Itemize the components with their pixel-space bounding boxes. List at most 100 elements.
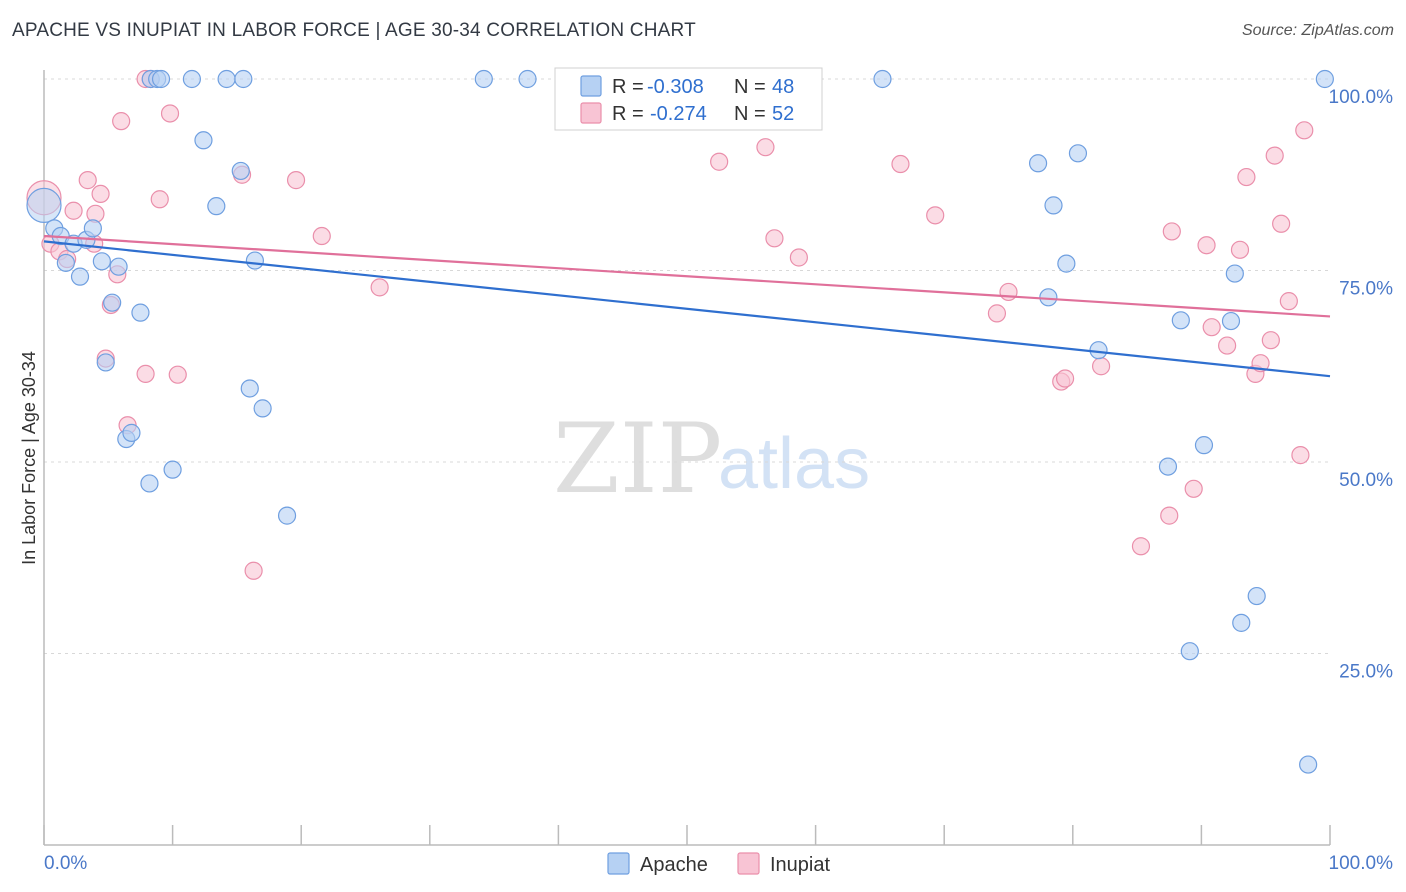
watermark-zip: ZIP — [553, 403, 722, 515]
y-tick-label: 75.0% — [1339, 279, 1393, 300]
apache-n-value: 48 — [772, 76, 794, 98]
inupiat-point — [1162, 222, 1181, 241]
apache-stat-swatch — [580, 75, 602, 97]
inupiat-point — [244, 561, 263, 580]
x-tick-label-min: 0.0% — [44, 853, 87, 874]
inupiat-n-label: N = — [734, 103, 766, 125]
apache-point — [56, 253, 75, 272]
inupiat-legend-label: Inupiat — [770, 854, 830, 876]
inupiat-point — [1272, 214, 1291, 233]
apache-point — [518, 69, 537, 89]
inupiat-r-value: -0.274 — [650, 103, 707, 125]
inupiat-point — [1197, 236, 1216, 255]
apache-point — [1221, 311, 1241, 331]
inupiat-point — [78, 171, 97, 190]
apache-point — [1225, 264, 1244, 283]
apache-point — [1158, 457, 1178, 476]
y-tick-labels: 25.0% 50.0% 75.0% 100.0% — [1329, 87, 1394, 683]
apache-point — [1089, 341, 1108, 360]
apache-point — [83, 219, 102, 238]
apache-point — [1194, 436, 1214, 455]
inupiat-point — [891, 154, 910, 174]
inupiat-point — [112, 112, 131, 131]
x-axis-ticks — [43, 825, 1331, 845]
inupiat-point — [1091, 357, 1111, 376]
apache-legend-label: Apache — [640, 854, 708, 876]
inupiat-point — [926, 206, 945, 225]
apache-series — [26, 69, 1334, 774]
inupiat-point — [1230, 240, 1250, 259]
inupiat-point — [1265, 146, 1284, 165]
apache-point — [109, 257, 128, 276]
series-legend: Apache Inupiat — [607, 852, 830, 876]
apache-point — [1057, 254, 1076, 273]
inupiat-point — [1055, 369, 1075, 388]
inupiat-point — [370, 278, 389, 297]
apache-point — [122, 423, 141, 442]
inupiat-point — [91, 184, 110, 203]
apache-r-value: -0.308 — [647, 76, 704, 98]
inupiat-stat-swatch — [580, 102, 602, 124]
apache-r-label: R = — [612, 76, 644, 98]
watermark: ZIP atlas — [553, 403, 870, 515]
apache-point — [163, 460, 182, 479]
inupiat-point — [1295, 121, 1314, 140]
apache-point — [873, 69, 892, 89]
apache-point — [1180, 642, 1199, 661]
apache-point — [1039, 288, 1058, 307]
inupiat-trend-line — [43, 234, 1331, 318]
x-tick-label-max: 100.0% — [1329, 853, 1394, 874]
inupiat-point — [150, 190, 169, 209]
apache-point — [217, 69, 236, 89]
apache-point — [103, 293, 122, 312]
apache-point — [140, 474, 159, 493]
apache-point — [277, 506, 297, 525]
inupiat-legend-swatch — [737, 852, 760, 875]
inupiat-point — [160, 104, 180, 123]
inupiat-point — [999, 282, 1018, 302]
gridlines — [44, 78, 1330, 654]
apache-point — [1299, 755, 1318, 774]
inupiat-r-label: R = — [612, 103, 644, 125]
inupiat-point — [1218, 336, 1237, 355]
apache-point — [1044, 196, 1063, 215]
inupiat-point — [765, 229, 784, 248]
apache-point — [240, 379, 259, 398]
apache-point — [92, 252, 111, 271]
apache-point — [1171, 311, 1190, 330]
inupiat-point — [1160, 506, 1179, 525]
inupiat-point — [1291, 446, 1310, 465]
apache-point — [207, 197, 226, 216]
apache-point — [1232, 613, 1251, 632]
apache-point — [131, 303, 150, 322]
inupiat-point — [756, 138, 775, 157]
apache-point — [1247, 586, 1266, 606]
inupiat-point — [1202, 318, 1221, 337]
y-tick-label: 100.0% — [1329, 87, 1394, 108]
apache-point — [151, 69, 171, 89]
inupiat-point — [64, 201, 83, 220]
apache-n-label: N = — [734, 76, 766, 98]
y-tick-label: 50.0% — [1339, 470, 1393, 491]
apache-point — [182, 69, 201, 89]
y-axis-label: In Labor Force | Age 30-34 — [19, 351, 39, 565]
apache-point — [231, 161, 250, 181]
inupiat-point — [136, 364, 155, 384]
inupiat-point — [168, 365, 187, 384]
inupiat-point — [987, 304, 1007, 323]
inupiat-point — [710, 152, 729, 171]
apache-point — [1028, 154, 1048, 173]
inupiat-point — [1279, 292, 1298, 311]
inupiat-point — [789, 248, 808, 267]
apache-point — [245, 251, 265, 270]
apache-point — [96, 353, 115, 372]
apache-legend-swatch — [607, 852, 630, 875]
inupiat-point — [286, 171, 306, 190]
stats-legend: R = -0.308 N = 48 R = -0.274 N = 52 — [554, 67, 823, 131]
apache-point — [474, 69, 493, 89]
y-tick-label: 25.0% — [1339, 662, 1393, 683]
inupiat-point — [1131, 537, 1151, 556]
inupiat-n-value: 52 — [772, 103, 794, 125]
inupiat-point — [1261, 331, 1280, 350]
